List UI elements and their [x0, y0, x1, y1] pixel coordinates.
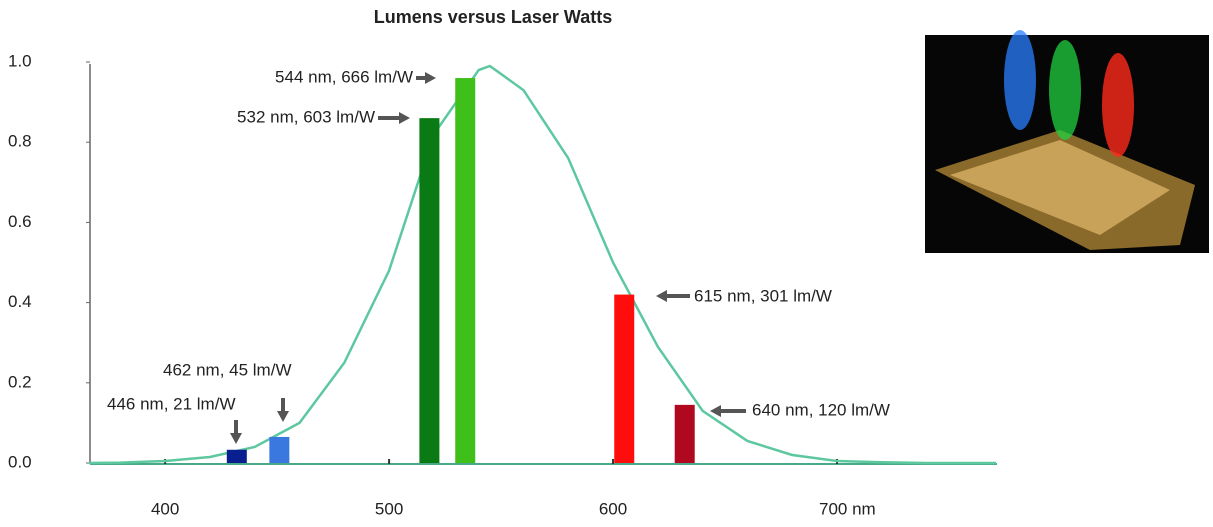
y-tick-label: 0.6 [8, 212, 32, 231]
annotation: 532 nm, 603 lm/W [237, 107, 375, 126]
bar [227, 450, 247, 463]
chart: Lumens versus Laser Watts 0.0 0.2 0.4 0.6 0.… [0, 0, 1213, 527]
bar [675, 405, 695, 463]
x-tick-label: 500 [375, 499, 403, 518]
bar [614, 295, 634, 463]
y-tick-label: 0.0 [8, 452, 32, 471]
arrows [230, 72, 746, 444]
y-tick-label: 0.8 [8, 132, 32, 151]
x-tick-label: 700 nm [819, 499, 876, 518]
chart-title: Lumens versus Laser Watts [374, 7, 612, 27]
laser-photo [925, 30, 1209, 253]
annotation: 462 nm, 45 lm/W [163, 360, 292, 379]
x-tick-label: 400 [151, 499, 179, 518]
y-tick-label: 1.0 [8, 51, 32, 70]
annotation: 446 nm, 21 lm/W [107, 394, 236, 413]
annotation: 640 nm, 120 lm/W [752, 400, 890, 419]
annotation: 544 nm, 666 lm/W [275, 67, 413, 86]
bar [269, 437, 289, 463]
bar [419, 118, 439, 463]
y-tick-label: 0.2 [8, 372, 32, 391]
annotation: 615 nm, 301 lm/W [694, 286, 832, 305]
y-tick-label: 0.4 [8, 292, 32, 311]
x-tick-label: 600 [599, 499, 627, 518]
bar [455, 78, 475, 463]
